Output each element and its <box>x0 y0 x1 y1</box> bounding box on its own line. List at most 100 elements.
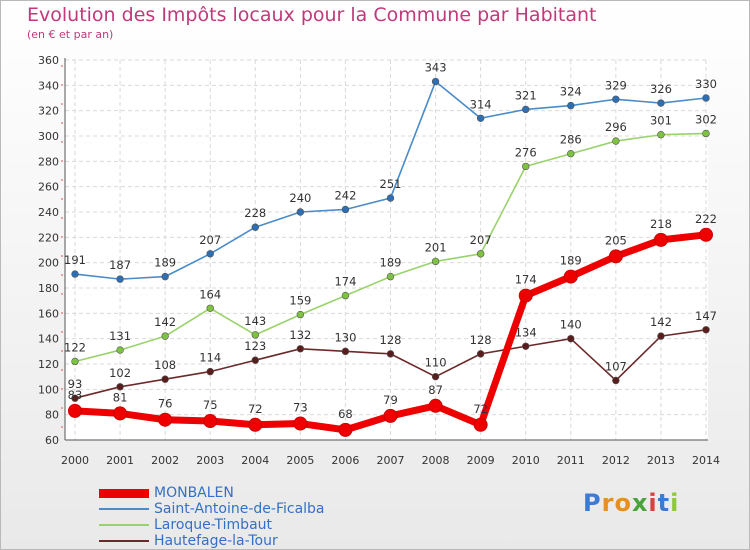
data-label: 142 <box>650 315 672 329</box>
data-point <box>567 101 575 110</box>
data-label: 128 <box>380 333 402 347</box>
data-label: 159 <box>289 294 311 308</box>
x-tick-label: 2000 <box>61 454 89 467</box>
data-label: 218 <box>650 217 672 231</box>
y-tick-label: 100 <box>38 383 59 396</box>
y-tick-label: 80 <box>45 409 59 422</box>
data-label: 76 <box>158 397 173 411</box>
data-point <box>341 291 350 300</box>
data-label: 147 <box>695 309 717 323</box>
data-label: 314 <box>470 97 492 111</box>
y-tick-label: 240 <box>38 206 59 219</box>
data-label: 75 <box>203 398 218 412</box>
data-label: 174 <box>515 273 537 287</box>
data-point <box>206 250 214 258</box>
data-point <box>161 332 169 340</box>
x-tick-label: 2005 <box>286 454 314 467</box>
y-tick-label: 300 <box>38 130 59 143</box>
data-label: 286 <box>560 133 582 147</box>
data-point <box>296 345 305 353</box>
data-label: 87 <box>428 383 443 397</box>
data-point <box>428 398 443 413</box>
data-point <box>522 342 530 350</box>
data-point <box>206 367 214 376</box>
data-point <box>563 269 578 284</box>
data-point <box>251 331 259 339</box>
data-label: 140 <box>560 318 582 332</box>
brand-letter: i <box>648 489 658 517</box>
y-tick-label: 280 <box>38 155 59 168</box>
data-label: 73 <box>293 401 308 415</box>
data-label: 251 <box>380 177 402 191</box>
data-label: 189 <box>560 254 582 268</box>
data-label: 72 <box>473 402 488 416</box>
data-point <box>702 326 710 334</box>
legend-label: MONBALEN <box>154 485 234 501</box>
data-point <box>476 350 485 358</box>
x-tick-label: 2012 <box>602 454 630 467</box>
legend-item: Saint-Antoine-de-Ficalba <box>99 501 325 517</box>
data-label: 276 <box>515 145 537 159</box>
brand-letter: i <box>670 489 680 517</box>
data-label: 324 <box>560 85 582 99</box>
chart-legend: MONBALEN Saint-Antoine-de-Ficalba Laroque-… <box>99 485 325 549</box>
data-point <box>612 376 620 385</box>
data-label: 189 <box>154 256 176 270</box>
y-tick-label: 320 <box>38 105 59 118</box>
data-label: 240 <box>289 191 311 205</box>
data-point <box>71 394 79 402</box>
data-point <box>657 99 665 107</box>
legend-swatch <box>99 540 149 542</box>
data-point <box>71 357 79 366</box>
legend-swatch <box>99 524 149 526</box>
data-label: 107 <box>605 359 627 373</box>
data-point <box>296 310 305 319</box>
data-point <box>386 194 395 202</box>
data-label: 93 <box>68 377 83 391</box>
data-label: 321 <box>515 88 537 102</box>
data-point <box>68 403 82 418</box>
data-label: 189 <box>380 256 402 270</box>
data-label: 83 <box>68 388 83 402</box>
data-label: 228 <box>244 206 266 220</box>
x-tick-label: 2001 <box>106 454 134 467</box>
x-tick-label: 2004 <box>241 454 269 467</box>
data-label: 343 <box>425 61 447 75</box>
proxiti-logo: Proxiti <box>583 489 679 517</box>
data-point <box>251 223 259 231</box>
data-point <box>341 347 350 356</box>
data-point <box>251 356 259 364</box>
data-point <box>248 417 263 432</box>
data-point <box>338 422 353 437</box>
legend-item: Hautefage-la-Tour <box>99 533 325 549</box>
data-point <box>293 416 308 431</box>
data-point <box>431 372 440 381</box>
data-label: 142 <box>154 315 176 329</box>
data-label: 329 <box>605 78 627 92</box>
data-label: 242 <box>334 188 356 202</box>
legend-label: Hautefage-la-Tour <box>154 533 278 549</box>
data-point <box>612 95 620 103</box>
data-point <box>522 105 530 114</box>
data-point <box>386 350 395 358</box>
legend-item: MONBALEN <box>99 485 325 501</box>
data-point <box>473 417 488 432</box>
x-tick-label: 2003 <box>196 454 224 467</box>
data-point <box>431 77 440 86</box>
data-label: 301 <box>650 114 672 128</box>
y-tick-label: 220 <box>38 231 59 244</box>
data-label: 207 <box>470 233 492 247</box>
series-monbalen: 83 81 76 75 72 73 68 79 87 72 174 189 205 218 222 <box>68 212 717 437</box>
x-tick-label: 2002 <box>151 454 179 467</box>
chart-subtitle: (en € et par an) <box>27 28 114 41</box>
data-label: 122 <box>64 340 86 354</box>
y-tick-label: 200 <box>38 257 59 270</box>
data-point <box>386 272 395 281</box>
brand-letter: P <box>583 489 602 517</box>
series-hautefage-la-tour: 93 102 108 114 123 132 130 128 110 128 134 140 107 14… <box>68 309 717 402</box>
data-point <box>341 205 350 214</box>
x-tick-label: 2006 <box>331 454 359 467</box>
series-saint-antoine-de-ficalba: 191 187 189 207 228 240 242 251 343 314 321 324 329 3… <box>64 61 717 283</box>
data-point <box>71 270 79 278</box>
